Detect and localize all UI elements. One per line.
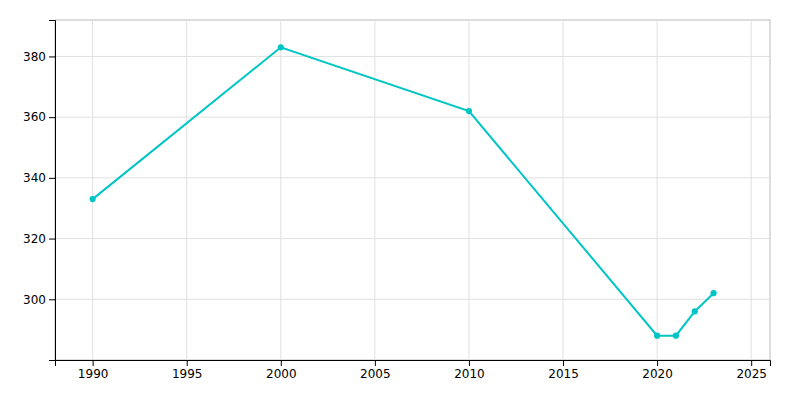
- chart-container: 1990 1995 2000 2005 2010 2015 2020 2025 300 320 34…: [0, 0, 800, 400]
- y-axis-line: [49, 21, 56, 361]
- x-tick: 1995: [172, 360, 203, 381]
- marker: [673, 333, 679, 339]
- marker: [466, 108, 472, 114]
- y-tick-label: 320: [23, 232, 46, 246]
- plot-frame: [55, 20, 770, 360]
- x-tick-label: 2015: [548, 367, 579, 381]
- y-tick-mark: [49, 56, 55, 57]
- x-tick-mark: [751, 360, 752, 366]
- x-axis: 1990 1995 2000 2005 2010 2015 2020 2025: [56, 360, 771, 381]
- x-tick: 2010: [454, 360, 485, 381]
- x-tick: 2005: [360, 360, 391, 381]
- grid-line-x: [92, 20, 93, 360]
- marker: [654, 333, 660, 339]
- grid-line-y: [55, 238, 770, 239]
- x-tick: 2020: [642, 360, 673, 381]
- grid-line-x: [657, 20, 658, 360]
- y-tick: 360: [23, 110, 55, 124]
- y-tick: 300: [23, 293, 55, 307]
- x-tick-label: 2005: [360, 367, 391, 381]
- y-tick-mark: [49, 117, 55, 118]
- x-tick: 2000: [266, 360, 297, 381]
- grid: [55, 20, 770, 360]
- line: [93, 47, 714, 335]
- marker: [710, 290, 716, 296]
- y-tick: 380: [23, 50, 55, 64]
- x-tick: 1990: [78, 360, 109, 381]
- grid-line-x: [563, 20, 564, 360]
- x-tick-mark: [563, 360, 564, 366]
- x-tick-label: 2025: [736, 367, 767, 381]
- grid-line-y: [55, 56, 770, 57]
- x-tick-label: 1990: [78, 367, 109, 381]
- marker: [90, 196, 96, 202]
- grid-line-y: [55, 299, 770, 300]
- x-tick-label: 2000: [266, 367, 297, 381]
- y-tick-label: 360: [23, 110, 46, 124]
- y-tick-mark: [49, 239, 55, 240]
- y-tick-label: 340: [23, 171, 46, 185]
- marker: [278, 44, 284, 50]
- chart: 1990 1995 2000 2005 2010 2015 2020 2025 300 320 34…: [0, 0, 800, 400]
- grid-line-y: [55, 117, 770, 118]
- y-tick: 320: [23, 232, 55, 246]
- grid-line-x: [751, 20, 752, 360]
- x-tick-mark: [469, 360, 470, 366]
- y-tick-label: 380: [23, 50, 46, 64]
- x-tick-mark: [375, 360, 376, 366]
- x-tick-label: 1995: [172, 367, 203, 381]
- grid-line-x: [280, 20, 281, 360]
- y-tick-label: 300: [23, 293, 46, 307]
- x-tick: 2025: [736, 360, 767, 381]
- marker: [692, 308, 698, 314]
- grid-line-x: [374, 20, 375, 360]
- y-tick-mark: [49, 178, 55, 179]
- x-tick-mark: [93, 360, 94, 366]
- x-tick-label: 2010: [454, 367, 485, 381]
- x-axis-line: [56, 361, 771, 367]
- grid-line-x: [468, 20, 469, 360]
- x-tick: 2015: [548, 360, 579, 381]
- y-tick: 340: [23, 171, 55, 185]
- y-axis: 300 320 340 360 380: [23, 21, 55, 361]
- grid-line-x: [186, 20, 187, 360]
- grid-line-y: [55, 177, 770, 178]
- y-tick-mark: [49, 299, 55, 300]
- x-tick-mark: [281, 360, 282, 366]
- x-tick-mark: [657, 360, 658, 366]
- x-tick-label: 2020: [642, 367, 673, 381]
- x-tick-mark: [187, 360, 188, 366]
- plot-area: [90, 44, 717, 339]
